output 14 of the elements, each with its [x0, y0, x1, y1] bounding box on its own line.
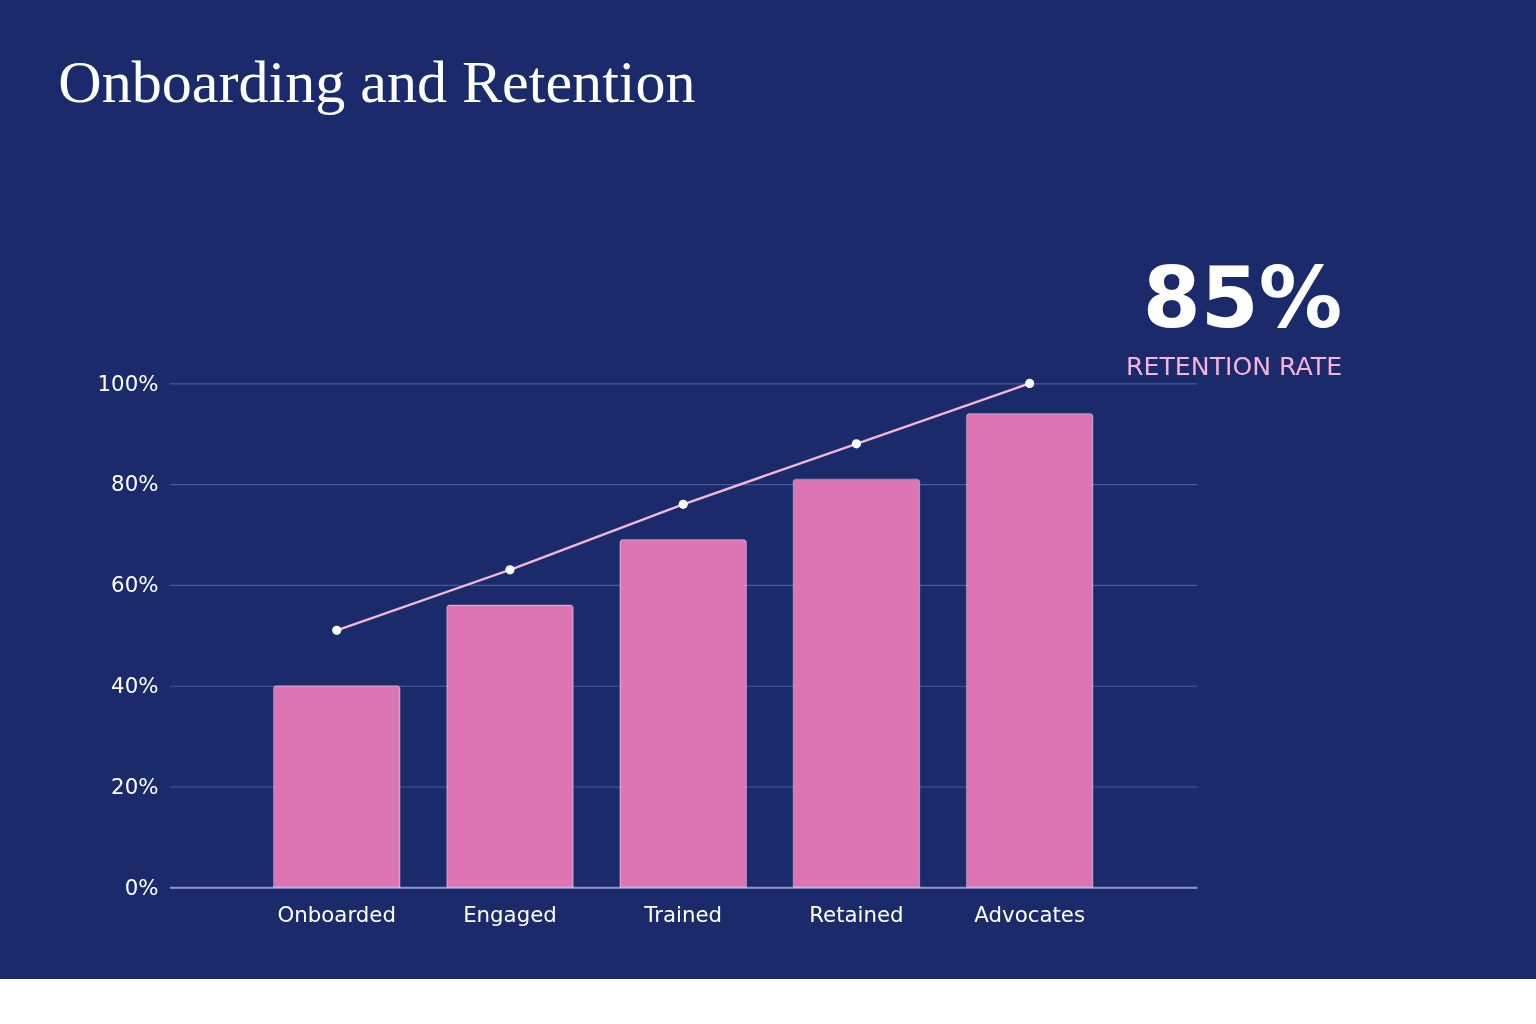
chart-title: Onboarding and Retention	[58, 48, 696, 116]
x-tick-label: Advocates	[974, 901, 1085, 927]
y-tick-label: 100%	[97, 370, 159, 396]
text: 85%	[1142, 250, 1343, 348]
y-tick-label: 60%	[111, 572, 159, 598]
y-tick-label: 80%	[111, 471, 159, 497]
text: RETENTION RATE	[1126, 351, 1343, 381]
x-tick-label: Retained	[809, 901, 904, 927]
y-tick-label: 40%	[111, 673, 159, 699]
x-tick-label: Trained	[643, 901, 723, 927]
y-tick-label: 0%	[124, 874, 159, 900]
x-tick-label: Engaged	[463, 901, 557, 927]
y-tick-label: 20%	[111, 773, 159, 799]
x-tick-label: Onboarded	[277, 901, 396, 927]
